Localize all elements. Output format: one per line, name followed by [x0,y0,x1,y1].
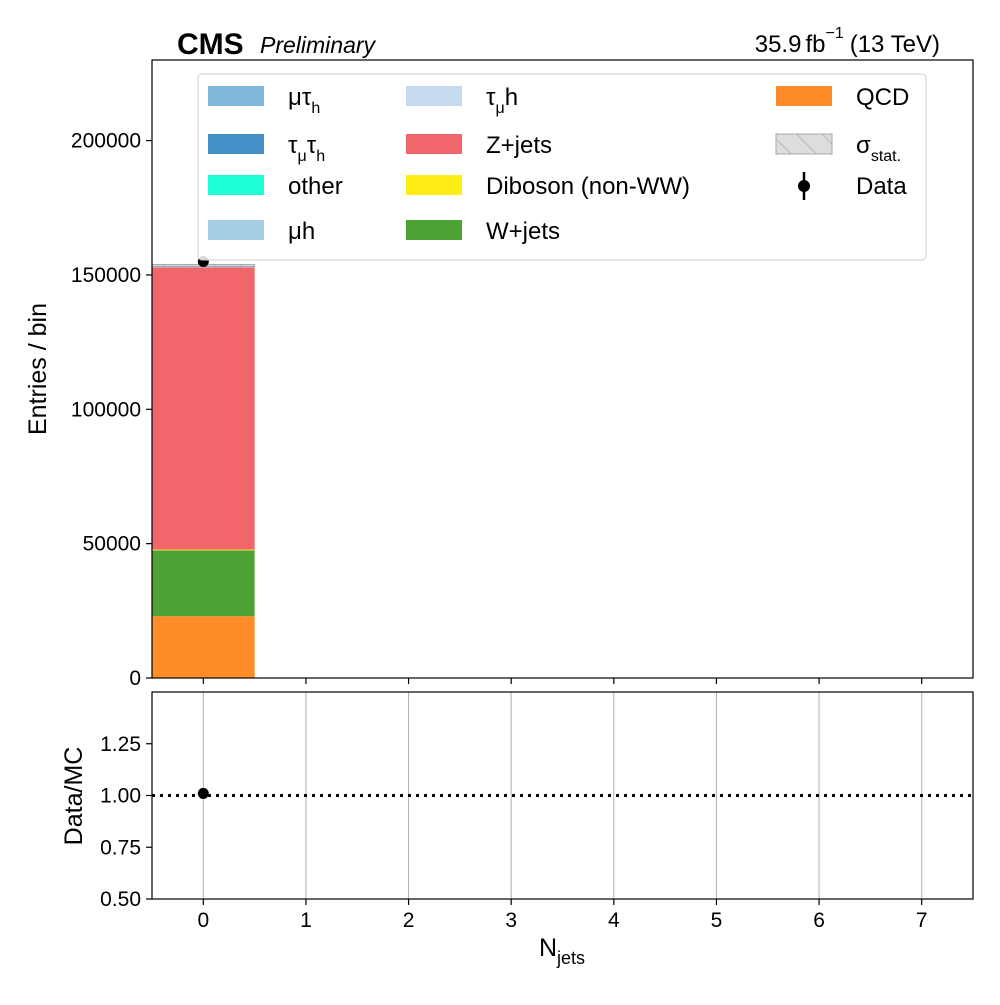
x-tick-label: 6 [813,909,825,932]
legend-swatch [406,134,462,154]
legend-label: τμτh [288,132,325,165]
main-plot-frame [151,59,974,679]
legend-item-data: Data [798,172,907,200]
main-y-tick-label: 200000 [71,130,141,153]
x-tick-label: 0 [197,909,209,932]
legend-frame [197,73,927,261]
legend-swatch [776,86,832,106]
luminosity-label: 35.9 fb−1 (13 TeV) [755,25,940,58]
ratio-point-bin-0 [197,787,209,799]
legend-item-mutauh: μτh [208,84,320,117]
legend-swatch [208,220,264,240]
legend-label: W+jets [486,218,560,245]
ratio-y-tick-label: 1.25 [100,733,141,756]
stacked-bars [152,265,255,678]
main-y-tick-label: 100000 [71,398,141,421]
x-axis-title: Njets [539,934,585,968]
legend-item-taumutauh: τμτh [208,132,325,165]
ratio-y-tick-label: 0.50 [100,888,141,911]
legend-swatch [208,134,264,154]
legend-label: other [288,173,343,200]
legend-swatch [406,175,462,195]
ratio-x-axis: 0 1 2 3 4 5 6 7 [197,899,928,932]
legend-label: Diboson (non-WW) [486,173,690,200]
legend-item-zjets: Z+jets [406,132,552,159]
x-tick-label: 2 [403,909,415,932]
ratio-points [197,787,209,799]
main-x-ticks [202,678,923,684]
x-tick-label: 3 [505,909,517,932]
legend-swatch [208,175,264,195]
legend-swatch [406,220,462,240]
bar-qcd-bin-0 [152,616,255,678]
bar-diboson-non-ww--bin-0 [152,549,255,551]
legend: μτh τμτh other μh τμh Z+jets Diboson (non-WW) W… [197,73,927,261]
bar--h-bin-0 [152,266,255,268]
x-tick-label: 5 [711,909,723,932]
legend-item-stat: σstat. [775,132,901,165]
status-label: Preliminary [260,32,377,58]
legend-label: Z+jets [486,132,552,159]
legend-item-qcd: QCD [776,84,909,111]
experiment-label: CMS [177,28,244,61]
legend-label: σstat. [856,132,901,165]
legend-label: τμh [486,84,518,117]
legend-marker [798,180,810,192]
legend-label: μh [288,218,315,245]
legend-label: QCD [856,84,909,111]
legend-label: μτh [288,84,320,117]
x-tick-label: 1 [300,909,312,932]
bar-w-jets-bin-0 [152,550,255,617]
main-y-axis-title: Entries / bin [24,303,52,435]
legend-item-muh: μh [208,218,315,245]
x-tick-label: 4 [608,909,620,932]
x-tick-label: 7 [916,909,928,932]
ratio-y-axis-title: Data/MC [60,747,88,846]
ratio-y-axis: 0.50 0.75 1.00 1.25 [100,733,152,911]
main-y-axis: 0 50000 100000 150000 200000 [71,130,152,690]
legend-swatch [208,86,264,106]
ratio-y-tick-label: 1.00 [100,785,141,808]
legend-item-other: other [208,173,343,200]
legend-label: Data [856,173,907,200]
legend-item-taumuh: τμh [406,84,518,117]
main-y-tick-label: 0 [129,667,141,690]
main-y-tick-label: 50000 [83,533,141,556]
legend-item-wjets: W+jets [406,218,560,245]
legend-item-diboson: Diboson (non-WW) [406,173,690,200]
main-y-tick-label: 150000 [71,264,141,287]
ratio-y-tick-label: 0.75 [100,836,141,859]
legend-swatch-hatch [775,133,833,155]
bar-z-jets-bin-0 [152,267,255,550]
legend-swatch [406,86,462,106]
